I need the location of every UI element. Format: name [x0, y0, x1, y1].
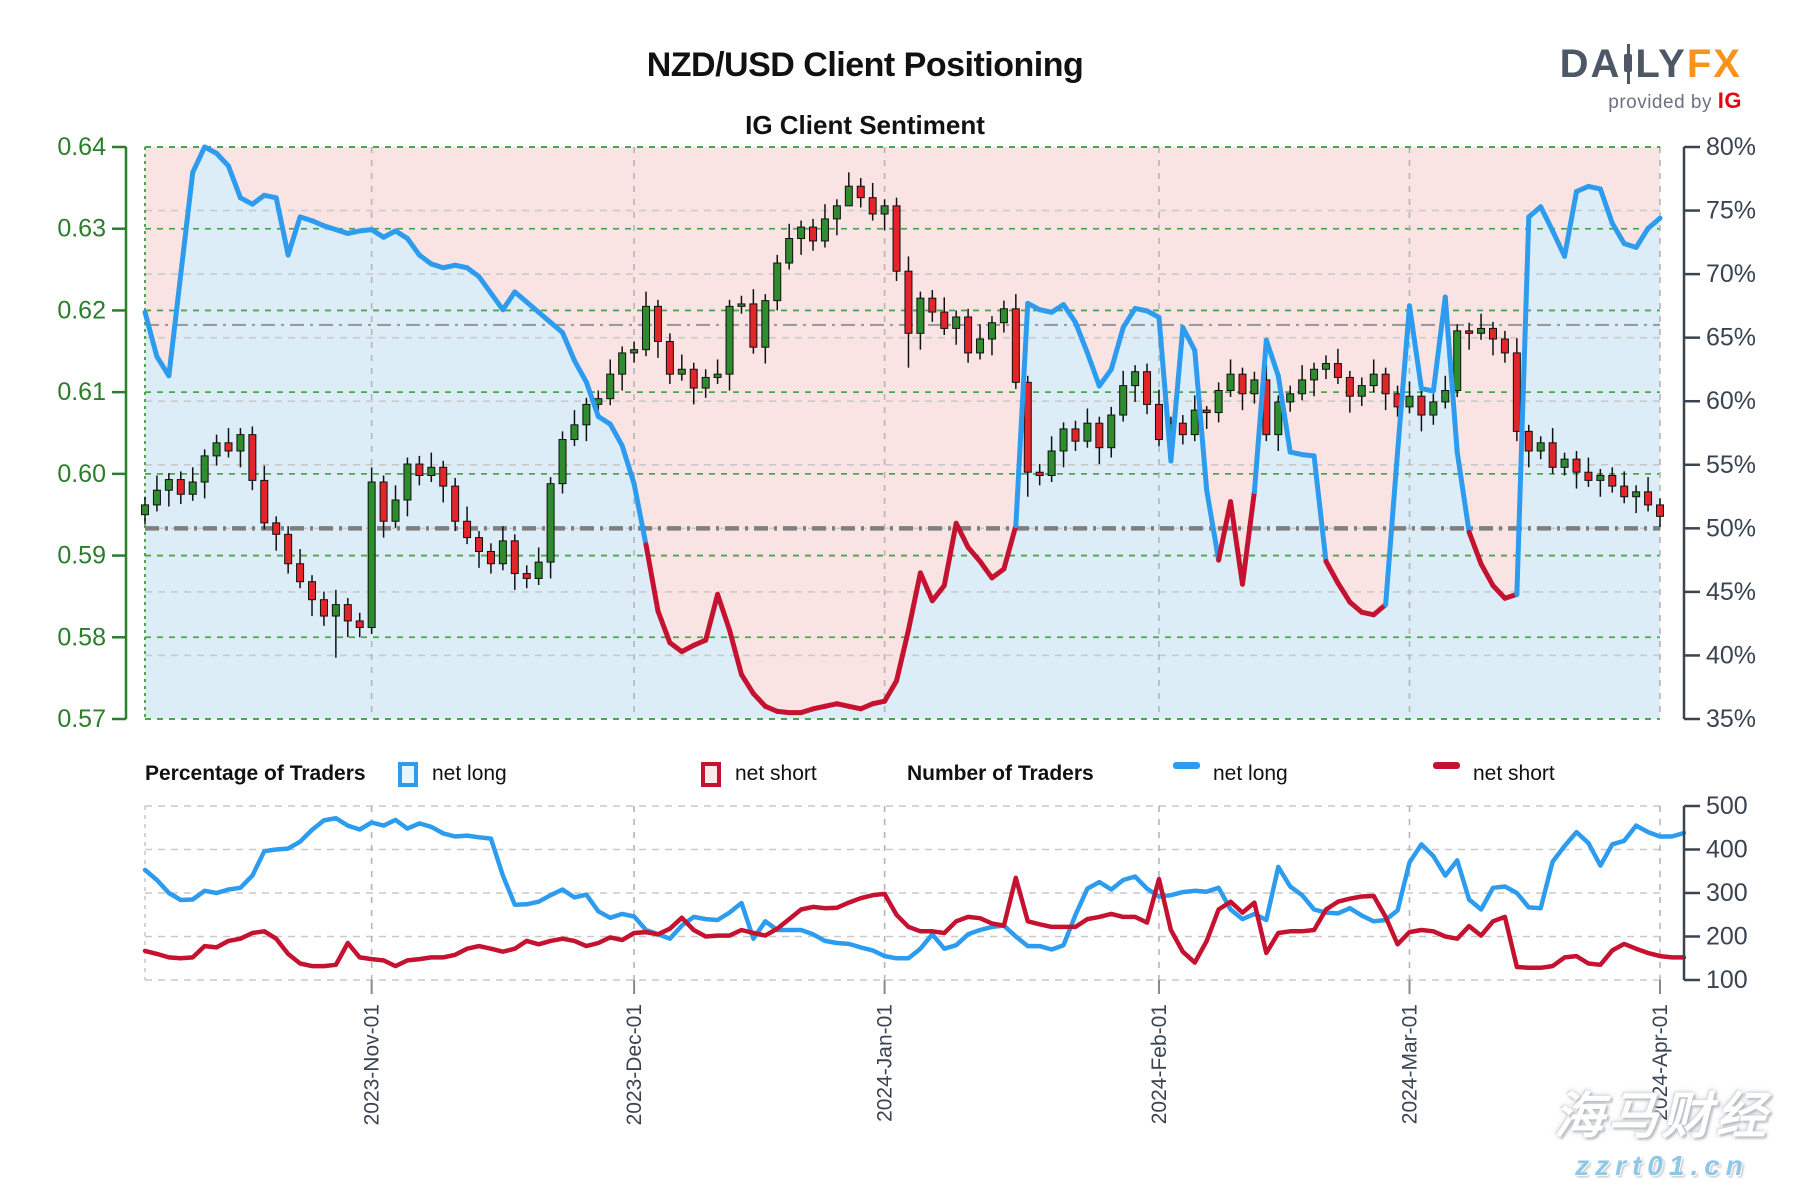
legend-num-net-long-label[interactable]: net long — [1213, 762, 1288, 785]
svg-text:0.63: 0.63 — [57, 215, 106, 243]
legend-num-net-long-dash[interactable] — [1173, 762, 1200, 769]
logo-text-ly: LY — [1635, 42, 1687, 86]
svg-text:0.60: 0.60 — [57, 460, 106, 488]
svg-text:40%: 40% — [1706, 641, 1756, 669]
reference-line-layer — [145, 323, 1660, 531]
legend-pct-net-long-label[interactable]: net long — [432, 762, 507, 785]
chart-subtitle: IG Client Sentiment — [745, 110, 985, 140]
svg-text:100: 100 — [1706, 966, 1748, 994]
svg-text:500: 500 — [1706, 792, 1748, 820]
legend-percentage-header: Percentage of Traders — [145, 762, 366, 785]
svg-text:0.58: 0.58 — [57, 623, 106, 651]
provided-by-text: provided by — [1608, 92, 1712, 113]
svg-text:0.62: 0.62 — [57, 296, 106, 324]
x-tick-label: 2024-Jan-01 — [874, 1004, 897, 1122]
x-axis-date-labels: 2023-Nov-01 2023-Dec-01 2024-Jan-01 2024-Fe… — [361, 1004, 1672, 1125]
count-axis-right: 100 200 300 400 500 — [1682, 792, 1748, 994]
svg-text:45%: 45% — [1706, 578, 1756, 606]
pct-axis-right: 35% 40% 45% 50% 55% 60% 65% 70% 75% 80% — [1682, 133, 1756, 733]
svg-text:35%: 35% — [1706, 705, 1756, 733]
chart-legend: Percentage of Traders net long net short… — [145, 758, 1675, 798]
legend-num-net-short-label[interactable]: net short — [1473, 762, 1555, 785]
svg-text:75%: 75% — [1706, 197, 1756, 225]
svg-text:0.64: 0.64 — [57, 133, 106, 161]
x-tick-label: 2024-Feb-01 — [1148, 1004, 1171, 1124]
svg-text:0.61: 0.61 — [57, 378, 106, 406]
traders-count-chart — [142, 805, 1687, 994]
legend-pct-net-short-label[interactable]: net short — [735, 762, 817, 785]
x-tick-label: 2024-Mar-01 — [1398, 1004, 1421, 1124]
page-title: NZD/USD Client Positioning — [646, 46, 1084, 84]
traders-net-long-line — [142, 815, 1687, 961]
logo-text-fx: FX — [1686, 42, 1742, 86]
svg-text:80%: 80% — [1706, 133, 1756, 161]
svg-text:50%: 50% — [1706, 514, 1756, 542]
x-tick-label: 2024-Apr-01 — [1649, 1004, 1672, 1121]
svg-text:0.59: 0.59 — [57, 542, 106, 570]
svg-text:300: 300 — [1706, 879, 1748, 907]
svg-text:70%: 70% — [1706, 260, 1756, 288]
svg-text:400: 400 — [1706, 836, 1748, 864]
legend-pct-net-long-swatch[interactable] — [398, 762, 418, 787]
svg-text:60%: 60% — [1706, 387, 1756, 415]
candlestick-icon — [1624, 44, 1633, 84]
svg-text:200: 200 — [1706, 923, 1748, 951]
svg-text:55%: 55% — [1706, 451, 1756, 479]
x-tick-label: 2023-Dec-01 — [623, 1004, 646, 1125]
ig-logo: IG — [1717, 88, 1742, 113]
legend-pct-net-short-swatch[interactable] — [701, 762, 721, 787]
legend-num-net-short-dash[interactable] — [1433, 762, 1460, 769]
svg-text:0.57: 0.57 — [57, 705, 106, 733]
sentiment-line-layer — [142, 144, 1663, 716]
legend-number-header: Number of Traders — [907, 762, 1094, 785]
x-tick-label: 2023-Nov-01 — [361, 1004, 384, 1125]
traders-net-short-line — [142, 875, 1687, 971]
price-axis-left: 0.57 0.58 0.59 0.60 0.61 0.62 0.63 0.64 — [57, 133, 128, 733]
dailyfx-logo: DA LY FX provided by IG — [1560, 44, 1742, 114]
svg-text:65%: 65% — [1706, 324, 1756, 352]
candlestick-layer — [141, 172, 1664, 658]
logo-text-da: DA — [1559, 42, 1622, 86]
provided-by-line: provided by IG — [1560, 88, 1742, 114]
